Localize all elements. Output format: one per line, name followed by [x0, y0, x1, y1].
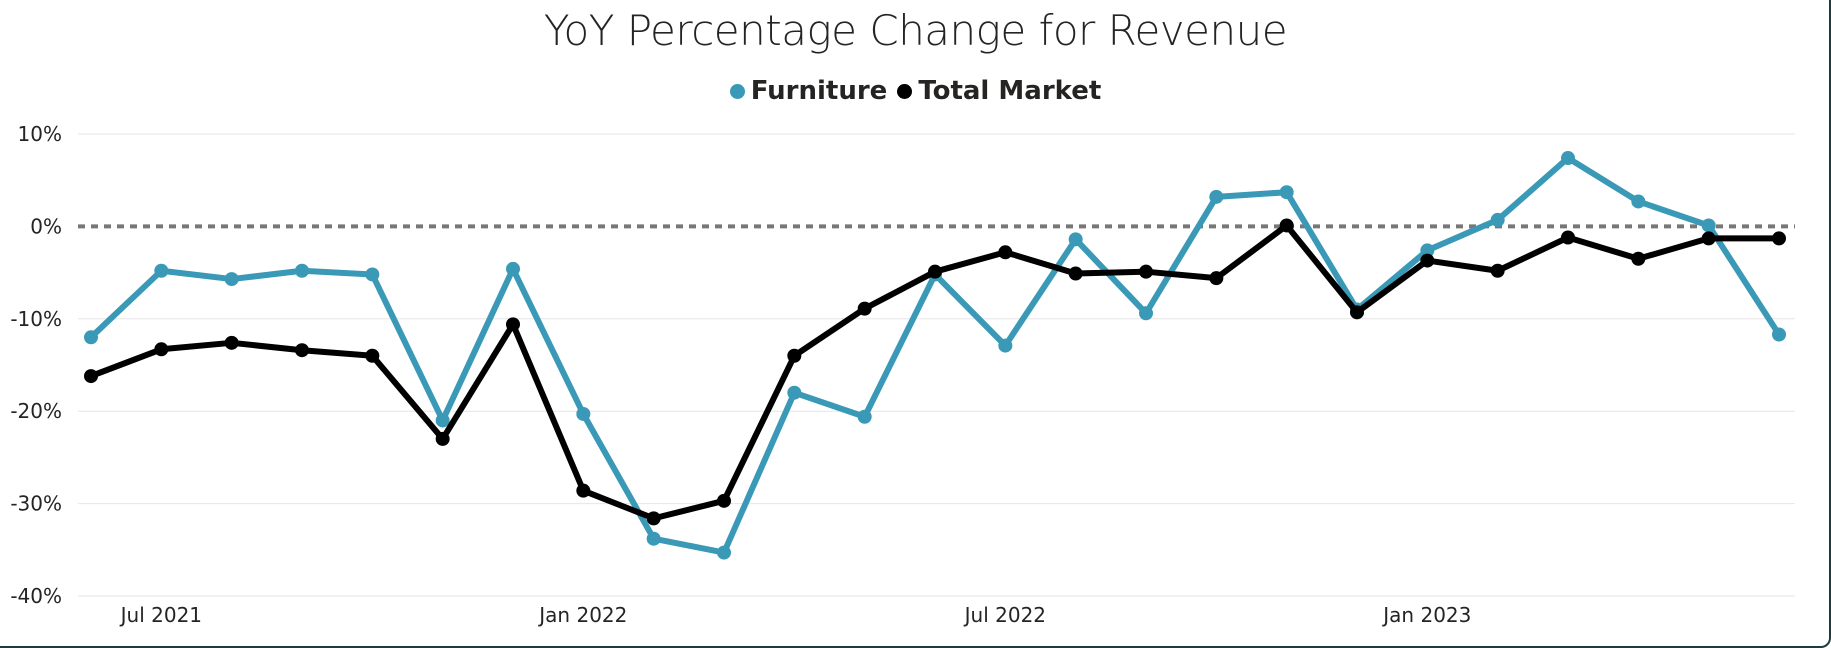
data-point-total-market: [295, 343, 309, 358]
data-point-furniture: [787, 385, 802, 400]
data-point-furniture: [295, 263, 309, 278]
x-tick-label: Jan 2022: [537, 603, 627, 627]
data-point-total-market: [224, 335, 239, 350]
data-point-total-market: [646, 511, 661, 526]
data-point-furniture: [435, 413, 450, 428]
data-point-total-market: [1561, 230, 1575, 245]
y-tick-label: -20%: [10, 399, 62, 423]
data-point-total-market: [1209, 271, 1224, 286]
legend-label-total-market: Total Market: [918, 76, 1102, 106]
data-point-furniture: [576, 406, 591, 421]
data-point-furniture: [224, 272, 239, 287]
y-tick-label: -40%: [10, 584, 62, 608]
data-point-furniture: [1701, 218, 1716, 233]
data-point-total-market: [576, 483, 591, 498]
data-point-furniture: [365, 267, 380, 282]
data-point-total-market: [717, 493, 731, 508]
data-point-total-market: [1350, 305, 1364, 320]
data-point-total-market: [1420, 253, 1435, 268]
data-point-total-market: [1701, 231, 1716, 246]
data-point-total-market: [435, 431, 450, 446]
data-point-total-market: [787, 348, 802, 363]
data-point-furniture: [1420, 243, 1435, 258]
data-point-furniture: [84, 330, 98, 345]
y-tick-label: -10%: [10, 307, 62, 331]
y-tick-label: 0%: [30, 214, 62, 238]
data-point-furniture: [1490, 212, 1505, 227]
data-point-total-market: [1068, 266, 1083, 281]
data-point-total-market: [1279, 218, 1294, 233]
data-point-total-market: [857, 301, 872, 316]
data-point-total-market: [1490, 263, 1505, 278]
data-point-total-market: [1631, 251, 1646, 266]
legend-marker-total-market: [897, 83, 913, 99]
legend-marker-furniture: [729, 83, 745, 99]
y-tick-label: 10%: [18, 122, 62, 146]
data-point-furniture: [857, 409, 872, 424]
chart-title: YoY Percentage Change for Revenue: [543, 6, 1288, 55]
x-tick-label: Jul 2022: [963, 603, 1046, 627]
data-point-total-market: [506, 317, 520, 332]
y-tick-label: -30%: [10, 492, 62, 516]
data-point-total-market: [1139, 264, 1153, 279]
chart-legend: Furniture Total Market: [0, 76, 1831, 106]
data-point-furniture: [1772, 327, 1786, 342]
legend-item-total-market[interactable]: Total Market: [897, 76, 1101, 106]
data-point-furniture: [646, 531, 661, 546]
data-point-furniture: [506, 261, 520, 276]
data-point-total-market: [998, 245, 1013, 260]
data-point-furniture: [998, 338, 1013, 353]
data-point-furniture: [717, 545, 731, 560]
data-point-total-market: [365, 348, 380, 363]
data-point-furniture: [1209, 189, 1224, 204]
legend-label-furniture: Furniture: [750, 76, 888, 106]
data-point-total-market: [84, 369, 98, 384]
x-tick-label: Jan 2023: [1381, 603, 1471, 627]
data-point-furniture: [154, 263, 169, 278]
data-point-furniture: [1631, 194, 1646, 209]
data-point-total-market: [154, 342, 169, 357]
data-point-total-market: [928, 264, 942, 279]
data-point-furniture: [1561, 151, 1575, 166]
data-point-furniture: [1068, 232, 1083, 247]
data-point-furniture: [1139, 306, 1153, 321]
data-point-furniture: [1279, 185, 1294, 200]
x-tick-label: Jul 2021: [119, 603, 202, 627]
data-point-total-market: [1772, 231, 1786, 246]
legend-item-furniture[interactable]: Furniture: [729, 76, 888, 106]
